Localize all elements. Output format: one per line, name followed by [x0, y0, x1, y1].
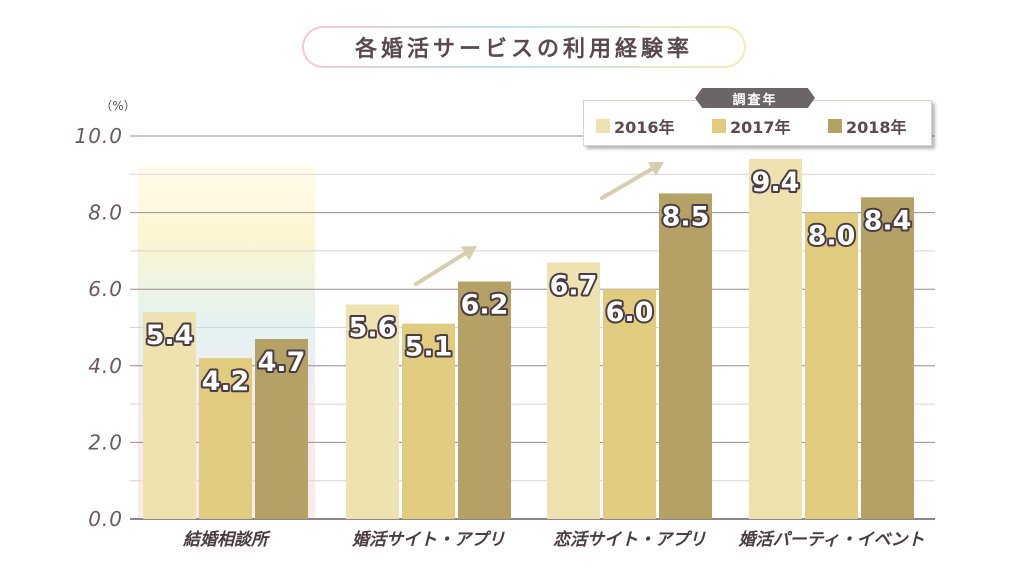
legend-item-2018: 2018年 — [828, 116, 907, 137]
trend-arrow-shaft — [600, 167, 654, 200]
data-label: 4.7 — [258, 347, 306, 378]
bar — [749, 158, 802, 520]
data-label: 8.0 — [808, 221, 856, 252]
bar — [603, 289, 656, 519]
category-label: 結婚相談所 — [182, 530, 271, 550]
y-tick-label: 2.0 — [88, 430, 123, 454]
trend-arrow-shaft — [414, 251, 468, 286]
data-label: 8.5 — [662, 201, 710, 232]
trend-arrow-head — [460, 246, 477, 261]
legend-label-2017: 2017年 — [730, 118, 791, 137]
y-tick-label: 4.0 — [88, 354, 123, 378]
bar — [143, 312, 196, 519]
data-label: 5.1 — [405, 332, 453, 363]
legend-label-2018: 2018年 — [846, 118, 907, 137]
bar — [861, 197, 914, 519]
category-label: 婚活サイト・アプリ — [351, 530, 505, 550]
legend-label-2016: 2016年 — [614, 118, 675, 137]
y-tick-label: 10.0 — [74, 124, 123, 148]
bar — [346, 304, 399, 519]
data-label: 8.4 — [864, 205, 912, 236]
data-label: 6.2 — [461, 290, 509, 321]
bar — [199, 358, 252, 519]
chart-title-frame: 各婚活サービスの利用経験率 — [302, 26, 746, 68]
y-tick-label: 0.0 — [88, 507, 123, 531]
legend-title: 調査年 — [695, 88, 815, 108]
y-tick-label: 8.0 — [88, 201, 123, 225]
trend-arrow-head — [647, 162, 664, 176]
y-tick-label: 6.0 — [88, 277, 123, 301]
data-label: 9.4 — [752, 167, 800, 198]
bar — [659, 193, 712, 519]
bar — [255, 338, 308, 519]
bar — [458, 281, 511, 519]
legend-swatch-2017 — [712, 119, 726, 133]
bar — [805, 212, 858, 519]
chart-title: 各婚活サービスの利用経験率 — [304, 28, 744, 66]
legend-item-2017: 2017年 — [712, 116, 791, 137]
bar — [402, 323, 455, 519]
category-label: 恋活サイト・アプリ — [553, 530, 706, 550]
legend-item-2016: 2016年 — [596, 116, 675, 137]
legend-swatch-2016 — [596, 119, 610, 133]
data-label: 4.2 — [202, 366, 250, 397]
data-label: 6.7 — [550, 270, 598, 301]
category-label: 婚活パーティ・イベント — [738, 530, 925, 550]
y-unit-label: （%） — [100, 99, 135, 113]
data-label: 5.4 — [146, 320, 194, 351]
bar — [547, 262, 600, 519]
legend-swatch-2018 — [828, 119, 842, 133]
data-label: 6.0 — [606, 297, 654, 328]
data-label: 5.6 — [349, 313, 397, 344]
